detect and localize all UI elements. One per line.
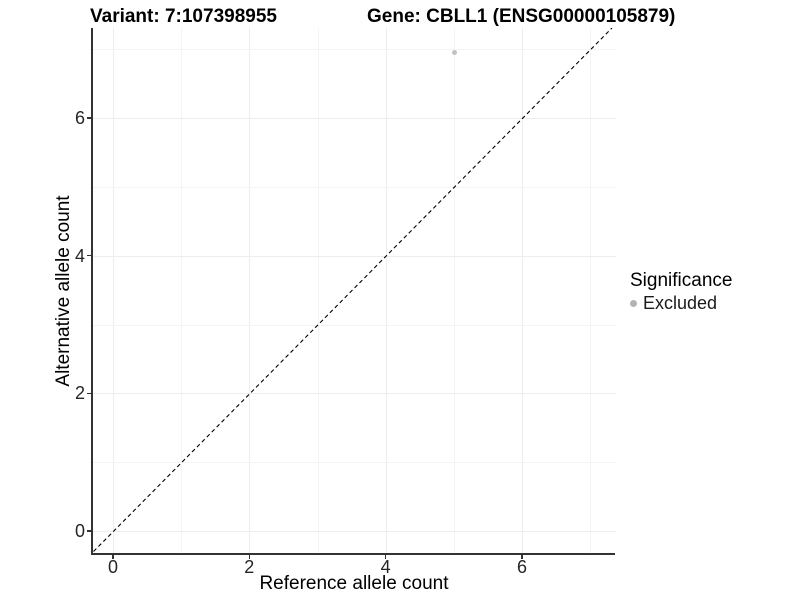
plot-title-variant: Variant: 7:107398955: [90, 6, 277, 27]
x-tick-label: 6: [516, 557, 527, 577]
legend-item-label: Excluded: [643, 293, 718, 313]
legend-title: Significance: [630, 270, 733, 291]
gridline-y-minor: [92, 462, 616, 464]
gridline-x-minor: [181, 28, 183, 554]
gridline-y-minor: [92, 49, 616, 51]
gridline-y-major: [92, 531, 616, 532]
x-tick-label: 0: [107, 557, 118, 577]
x-tick-label: 2: [244, 557, 255, 577]
data-point-excluded: [451, 49, 458, 56]
x-axis-title: Reference allele count: [259, 573, 449, 594]
y-tick-label: 0: [74, 521, 85, 541]
gridline-y-major: [92, 255, 616, 257]
y-tick-mark: [87, 117, 92, 119]
y-axis-line: [91, 28, 93, 555]
y-tick-mark: [87, 255, 92, 257]
gridline-x-minor: [590, 28, 592, 554]
y-tick-mark: [87, 392, 92, 394]
gridline-x-major: [249, 28, 251, 554]
gridline-x-minor: [317, 28, 319, 554]
x-tick-mark: [521, 554, 523, 559]
plot-panel: [92, 28, 616, 554]
legend: Significance Excluded: [630, 269, 732, 314]
gridline-x-major: [522, 28, 523, 554]
legend-key-dot-icon: [630, 300, 637, 307]
legend-item-excluded: Excluded: [630, 293, 732, 314]
gridline-y-minor: [92, 186, 616, 188]
identity-line-y-equals-x: [92, 28, 612, 552]
x-tick-label: 4: [380, 557, 391, 577]
gridline-y-major: [92, 393, 616, 395]
gridline-y-minor: [92, 324, 616, 326]
gridline-x-major: [385, 28, 387, 554]
y-tick-label: 2: [74, 383, 85, 404]
x-tick-mark: [112, 554, 114, 559]
y-tick-label: 6: [74, 108, 85, 128]
x-axis-line: [91, 553, 616, 555]
x-tick-mark: [248, 554, 250, 559]
x-tick-mark: [385, 554, 387, 559]
plot-title-gene: Gene: CBLL1 (ENSG00000105879): [367, 6, 676, 27]
gridline-x-minor: [453, 28, 455, 554]
y-axis-title: Alternative allele count: [53, 195, 74, 387]
y-tick-mark: [87, 530, 92, 532]
y-tick-label: 4: [74, 245, 85, 266]
gridline-y-major: [92, 118, 616, 119]
gridline-x-major: [113, 28, 114, 554]
